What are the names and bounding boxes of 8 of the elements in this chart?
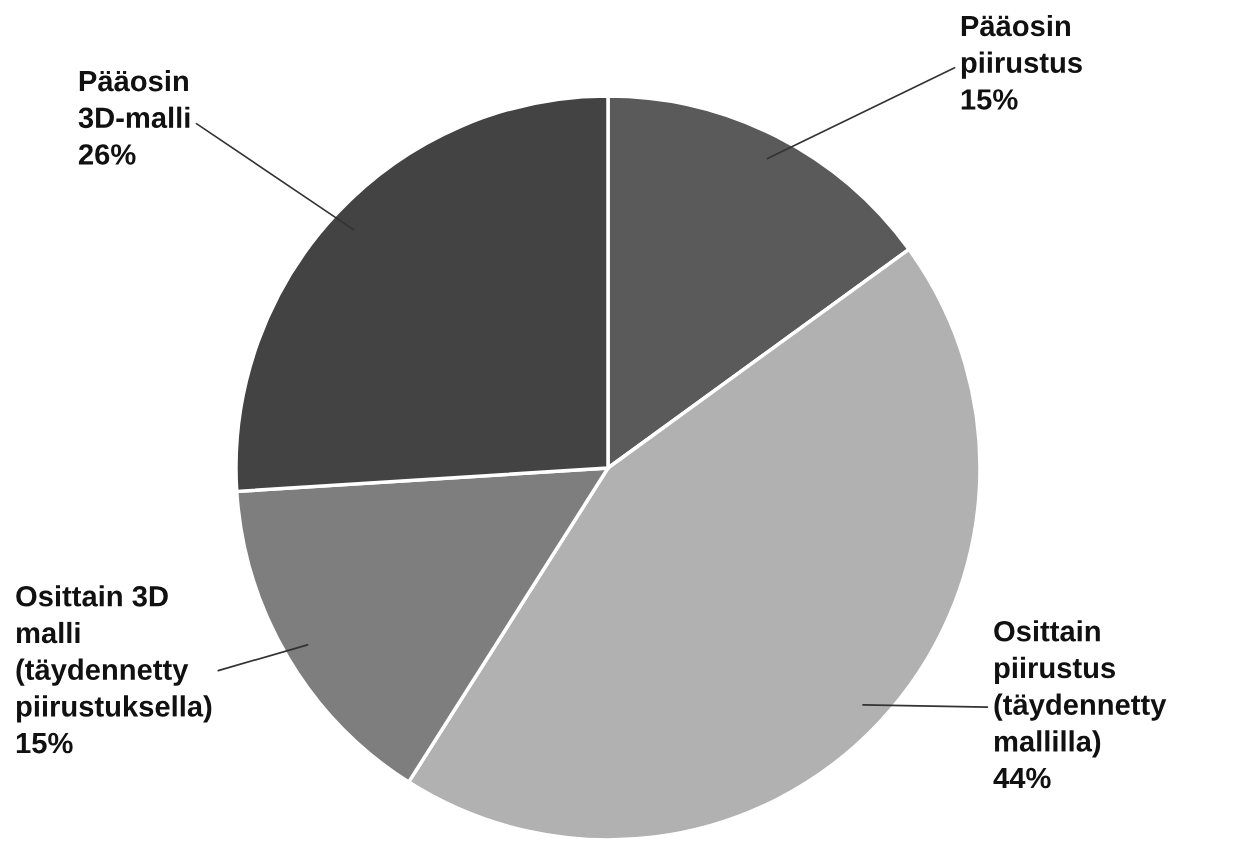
slice-label: Osittain piirustus (täydennetty mallilla) — [994, 620, 1167, 758]
data-label: 26% — [78, 144, 136, 165]
slice-label: Pääosin 3D-malli — [78, 69, 190, 129]
data-label: 44% — [993, 767, 1051, 789]
slice-label: Pääosin piirustus — [961, 14, 1082, 79]
data-label: 15% — [16, 732, 73, 754]
data-label: 15% — [961, 89, 1018, 110]
slice-label: Osittain 3D malli (täydennetty piirustuksella) — [16, 585, 212, 723]
